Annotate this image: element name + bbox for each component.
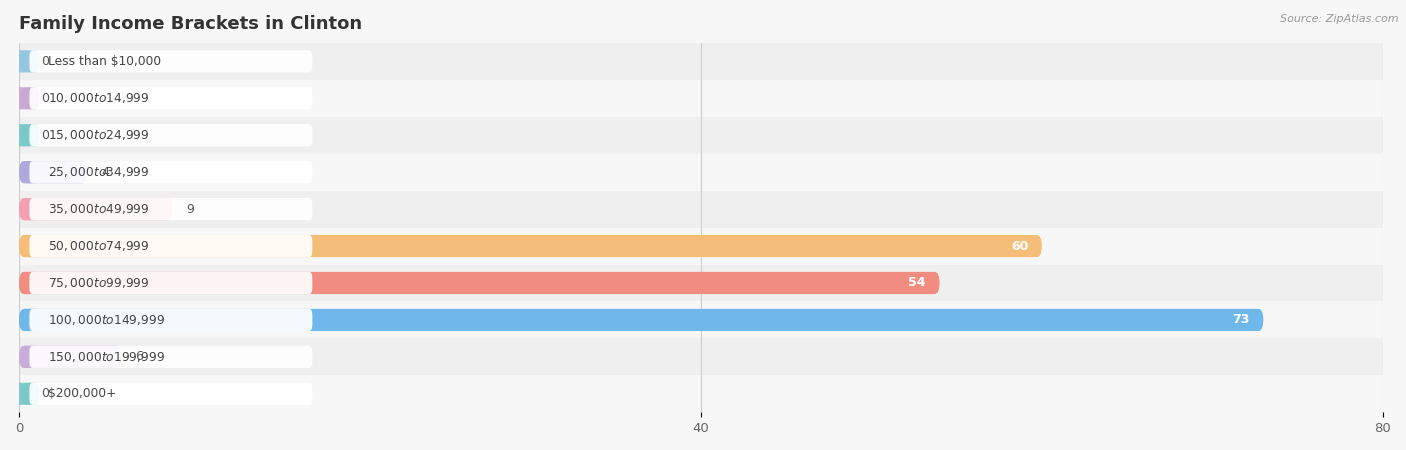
FancyBboxPatch shape [30, 124, 312, 146]
Bar [0, 80, 1406, 117]
FancyBboxPatch shape [20, 50, 39, 72]
FancyBboxPatch shape [14, 124, 24, 146]
FancyBboxPatch shape [30, 309, 312, 331]
Text: $200,000+: $200,000+ [48, 387, 117, 400]
Text: 6: 6 [135, 351, 143, 363]
FancyBboxPatch shape [20, 272, 939, 294]
Text: 0: 0 [41, 129, 49, 142]
FancyBboxPatch shape [30, 272, 312, 294]
Bar [0, 375, 1406, 412]
FancyBboxPatch shape [30, 50, 312, 72]
FancyBboxPatch shape [20, 161, 39, 183]
Bar [0, 302, 1406, 338]
FancyBboxPatch shape [20, 346, 121, 368]
FancyBboxPatch shape [14, 383, 24, 405]
Text: $35,000 to $49,999: $35,000 to $49,999 [48, 202, 149, 216]
FancyBboxPatch shape [30, 235, 312, 257]
FancyBboxPatch shape [30, 87, 312, 109]
FancyBboxPatch shape [14, 50, 24, 72]
Text: 0: 0 [41, 92, 49, 105]
Text: $10,000 to $14,999: $10,000 to $14,999 [48, 91, 149, 105]
FancyBboxPatch shape [20, 383, 39, 405]
Text: $15,000 to $24,999: $15,000 to $24,999 [48, 128, 149, 142]
FancyBboxPatch shape [30, 198, 312, 220]
FancyBboxPatch shape [20, 309, 39, 331]
FancyBboxPatch shape [20, 272, 39, 294]
Text: 0: 0 [41, 387, 49, 400]
Bar [0, 265, 1406, 302]
FancyBboxPatch shape [20, 198, 173, 220]
Bar [0, 228, 1406, 265]
Text: $25,000 to $34,999: $25,000 to $34,999 [48, 165, 149, 179]
Bar [0, 338, 1406, 375]
Bar [0, 191, 1406, 228]
Bar [0, 117, 1406, 154]
Text: 0: 0 [41, 55, 49, 68]
FancyBboxPatch shape [20, 198, 39, 220]
Text: 54: 54 [908, 276, 927, 289]
Text: $50,000 to $74,999: $50,000 to $74,999 [48, 239, 149, 253]
Text: Family Income Brackets in Clinton: Family Income Brackets in Clinton [20, 15, 363, 33]
FancyBboxPatch shape [30, 383, 312, 405]
Text: 73: 73 [1232, 314, 1250, 326]
FancyBboxPatch shape [30, 346, 312, 368]
Text: $100,000 to $149,999: $100,000 to $149,999 [48, 313, 166, 327]
FancyBboxPatch shape [20, 309, 1264, 331]
FancyBboxPatch shape [20, 87, 39, 109]
Text: $75,000 to $99,999: $75,000 to $99,999 [48, 276, 149, 290]
Text: Less than $10,000: Less than $10,000 [48, 55, 162, 68]
Text: 9: 9 [186, 202, 194, 216]
Bar [0, 43, 1406, 80]
Text: 60: 60 [1011, 239, 1028, 252]
FancyBboxPatch shape [20, 346, 39, 368]
FancyBboxPatch shape [20, 235, 39, 257]
FancyBboxPatch shape [30, 161, 312, 183]
FancyBboxPatch shape [20, 124, 39, 146]
Text: $150,000 to $199,999: $150,000 to $199,999 [48, 350, 166, 364]
FancyBboxPatch shape [20, 235, 1042, 257]
FancyBboxPatch shape [20, 161, 87, 183]
FancyBboxPatch shape [14, 87, 24, 109]
Bar [0, 154, 1406, 191]
Text: Source: ZipAtlas.com: Source: ZipAtlas.com [1281, 14, 1399, 23]
Text: 4: 4 [101, 166, 108, 179]
